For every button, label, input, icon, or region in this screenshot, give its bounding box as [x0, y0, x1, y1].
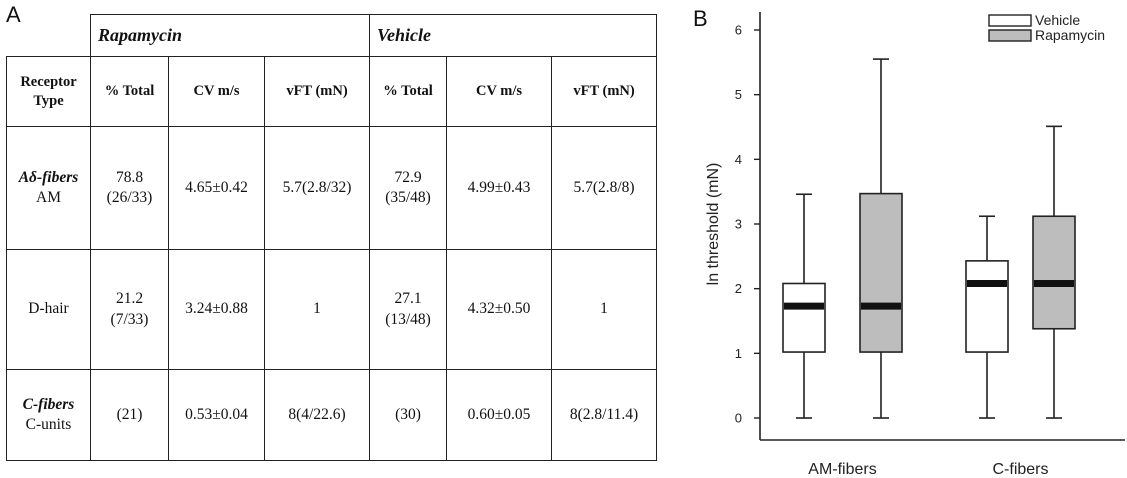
- receptor-type-sub: C-units: [25, 416, 72, 433]
- x-category-label: AM-fibers: [808, 461, 876, 478]
- cell-veh-vft: 1: [551, 249, 658, 370]
- veh-total-value: 27.1: [394, 290, 422, 308]
- y-tick-label: 0: [735, 411, 742, 426]
- y-tick-label: 3: [735, 217, 742, 232]
- cell-rap-total: 21.2 (7/33): [90, 249, 169, 370]
- table-corner-blank: [6, 14, 91, 57]
- cell-veh-total: 72.9 (35/48): [369, 126, 448, 250]
- cell-rap-vft: 5.7(2.8/32): [263, 126, 371, 250]
- cell-rap-vft: 8(4/22.6): [263, 369, 371, 461]
- header-veh-cv: CV m/s: [446, 56, 553, 127]
- box-rapamycin: [1032, 215, 1076, 330]
- table-row: C-fibers C-units (21) 0.53±0.04 8(4/22.6…: [6, 369, 658, 461]
- rap-total-value: 21.2: [115, 290, 144, 308]
- header-rap-vft: vFT (mN): [263, 56, 371, 127]
- y-tick-label: 5: [735, 87, 742, 102]
- header-rap-total: % Total: [90, 56, 169, 127]
- cell-veh-total: 27.1 (13/48): [369, 249, 448, 370]
- cell-veh-cv: 4.32±0.50: [446, 249, 553, 370]
- rap-total-value: 78.8: [115, 168, 144, 186]
- header-veh-vft: vFT (mN): [551, 56, 658, 127]
- group-header-rapamycin: Rapamycin: [89, 14, 371, 57]
- y-tick-label: 2: [735, 281, 742, 296]
- rap-total-count: (26/33): [106, 189, 153, 206]
- cell-rap-cv: 3.24±0.88: [168, 249, 265, 370]
- cell-veh-cv: 4.99±0.43: [446, 126, 553, 250]
- x-category-label: C-fibers: [992, 461, 1048, 478]
- receptor-type-name: C-fibers: [22, 395, 75, 413]
- cell-rap-cv: 4.65±0.42: [168, 126, 265, 250]
- panel-b-letter: B: [693, 6, 708, 31]
- cell-veh-vft: 5.7(2.8/8): [551, 126, 658, 250]
- cell-rap-cv: 0.53±0.04: [168, 369, 265, 461]
- header-veh-total: % Total: [369, 56, 448, 127]
- box-vehicle: [782, 282, 826, 353]
- receptor-type-sub: D-hair: [28, 300, 69, 318]
- header-receptor-type: Receptor Type: [6, 56, 91, 127]
- y-tick-label: 4: [735, 152, 742, 167]
- receptor-type-name: Aδ-fibers: [18, 168, 79, 186]
- box-rapamycin: [859, 192, 903, 353]
- cell-receptor-type: D-hair: [6, 249, 91, 370]
- cell-veh-total: (30): [369, 369, 448, 461]
- box-plot-chart: 0 1 2 3 4 5 6 ln threshold (mN) AM-fibers C-fiber…: [700, 0, 1127, 478]
- veh-total-value: 72.9: [394, 168, 422, 186]
- cell-rap-vft: 1: [263, 249, 371, 370]
- cell-receptor-type: Aδ-fibers AM: [6, 126, 91, 250]
- table-row: Aδ-fibers AM 78.8 (26/33) 4.65±0.42 5.7(…: [6, 126, 658, 250]
- group-header-vehicle: Vehicle: [369, 14, 658, 57]
- veh-total-count: (35/48): [385, 189, 431, 206]
- veh-total-count: (13/48): [385, 310, 431, 328]
- receptor-table: Rapamycin Vehicle Receptor Type % Total …: [6, 14, 658, 461]
- cell-receptor-type: C-fibers C-units: [6, 369, 91, 461]
- cell-veh-cv: 0.60±0.05: [446, 369, 553, 461]
- table-row: D-hair 21.2 (7/33) 3.24±0.88 1 27.1 (13/…: [6, 249, 658, 370]
- box-plot-svg: 0 1 2 3 4 5 6 ln threshold (mN) AM-fibers C-fiber…: [705, 12, 1125, 478]
- y-tick-label: 1: [735, 346, 742, 361]
- rap-total-count: (7/33): [110, 310, 149, 328]
- header-rap-cv: CV m/s: [168, 56, 265, 127]
- cell-rap-total: 78.8 (26/33): [90, 126, 169, 250]
- legend-swatch: [988, 29, 1032, 42]
- legend-label: Rapamycin: [1035, 27, 1105, 43]
- cell-veh-vft: 8(2.8/11.4): [551, 369, 658, 461]
- y-axis-title: ln threshold (mN): [705, 163, 722, 286]
- receptor-type-sub: AM: [36, 189, 61, 206]
- legend-label: Vehicle: [1035, 12, 1080, 28]
- legend-swatch: [988, 14, 1032, 27]
- cell-rap-total: (21): [90, 369, 169, 461]
- y-tick-label: 6: [735, 23, 742, 38]
- box-vehicle: [965, 260, 1009, 353]
